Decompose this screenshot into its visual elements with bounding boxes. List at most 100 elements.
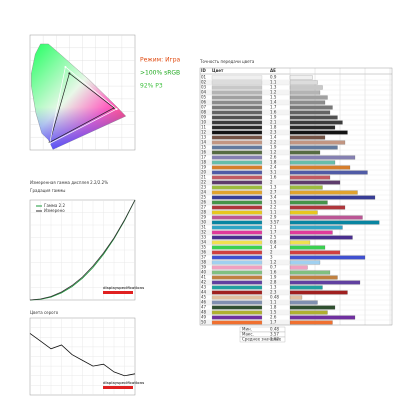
- row-swatch: [211, 90, 263, 95]
- row-swatch: [211, 110, 263, 115]
- row-bar: [289, 265, 308, 270]
- row-bar: [289, 155, 356, 160]
- row-de: 2.4: [270, 165, 277, 170]
- row-id: 32: [201, 230, 207, 235]
- row-de: 2: [270, 250, 273, 255]
- row-bar: [289, 180, 341, 185]
- row-bar: [289, 235, 353, 240]
- gamut-point: [64, 65, 67, 68]
- row-swatch: [211, 300, 263, 305]
- row-swatch: [211, 120, 263, 125]
- row-swatch: [211, 150, 263, 155]
- row-bar: [289, 280, 361, 285]
- row-de: 2.9: [270, 215, 277, 220]
- row-de: 1.5: [270, 95, 277, 100]
- row-swatch: [211, 175, 263, 180]
- row-bar: [289, 200, 328, 205]
- row-id: 03: [201, 85, 207, 90]
- srgb: >100% sRGB: [140, 70, 180, 77]
- row-swatch: [211, 135, 263, 140]
- summary-value: 3.57: [270, 332, 279, 337]
- row-swatch: [211, 275, 263, 280]
- row-id: 16: [201, 150, 207, 155]
- row-swatch: [211, 205, 263, 210]
- row-id: 14: [201, 140, 207, 145]
- row-bar: [289, 320, 333, 325]
- summary-label: Среднее значение: [242, 337, 282, 342]
- row-id: 31: [201, 225, 207, 230]
- row-bar: [289, 150, 321, 155]
- row-id: 01: [201, 75, 207, 80]
- row-bar: [289, 135, 326, 140]
- row-id: 44: [201, 290, 207, 295]
- table-title: Точность передачи цвета: [199, 59, 255, 64]
- row-de: 1.8: [270, 305, 277, 310]
- row-bar: [289, 75, 313, 80]
- row-de: 2.7: [270, 190, 277, 195]
- gamut-measured: [49, 66, 118, 145]
- row-swatch: [211, 260, 263, 265]
- row-id: 37: [201, 255, 207, 260]
- row-swatch: [211, 285, 263, 290]
- row-id: 48: [201, 310, 207, 315]
- row-bar: [289, 95, 328, 100]
- table-header: Цвет: [212, 68, 224, 73]
- row-swatch: [211, 85, 263, 90]
- table-frame: [199, 67, 393, 326]
- row-bar: [289, 260, 321, 265]
- row-de: 3.4: [270, 195, 277, 200]
- row-swatch: [211, 95, 263, 100]
- row-de: 1.5: [270, 200, 277, 205]
- row-de: 2.1: [270, 120, 277, 125]
- row-id: 46: [201, 300, 207, 305]
- row-de: 1.4: [270, 245, 277, 250]
- row-id: 38: [201, 260, 207, 265]
- row-de: 1.9: [270, 275, 277, 280]
- row-de: 1.1: [270, 80, 277, 85]
- row-bar: [289, 175, 331, 180]
- p3: 92% P3: [140, 83, 163, 90]
- row-swatch: [211, 140, 263, 145]
- row-swatch: [211, 250, 263, 255]
- summary-label: Мин.: [242, 327, 252, 332]
- logo-bar: [103, 291, 133, 294]
- summary-value: 1.62: [270, 337, 279, 342]
- grey-title: Цвета серого: [30, 310, 59, 315]
- row-de: 1.3: [270, 85, 277, 90]
- row-id: 41: [201, 275, 207, 280]
- row-bar: [289, 145, 338, 150]
- row-swatch: [211, 80, 263, 85]
- row-id: 09: [201, 115, 207, 120]
- table-header: ΔE: [270, 68, 276, 73]
- row-swatch: [211, 155, 263, 160]
- gamma-title: Измеренная гамма дисплея 2.2/2.2%: [30, 180, 108, 185]
- row-de: 1.1: [270, 300, 277, 305]
- row-swatch: [211, 320, 263, 325]
- row-swatch: [211, 305, 263, 310]
- row-swatch: [211, 230, 263, 235]
- row-de: 0.7: [270, 265, 277, 270]
- row-bar: [289, 305, 336, 310]
- row-de: 1.2: [270, 90, 277, 95]
- row-de: 3: [270, 255, 273, 260]
- row-id: 24: [201, 190, 207, 195]
- row-de: 1.5: [270, 310, 277, 315]
- row-swatch: [211, 225, 263, 230]
- row-de: 2.6: [270, 155, 277, 160]
- logo: displayspecifications: [103, 381, 144, 385]
- row-bar: [289, 170, 368, 175]
- row-de: 1.7: [270, 320, 277, 325]
- row-swatch: [211, 130, 263, 135]
- row-de: 2.5: [270, 235, 277, 240]
- row-swatch: [211, 255, 263, 260]
- row-de: 2.3: [270, 130, 277, 135]
- row-swatch: [211, 310, 263, 315]
- row-id: 06: [201, 100, 207, 105]
- row-bar: [289, 130, 348, 135]
- summary-value: 0.48: [270, 327, 279, 332]
- row-de: 1.3: [270, 285, 277, 290]
- row-swatch: [211, 200, 263, 205]
- row-de: 1.6: [270, 175, 277, 180]
- row-id: 04: [201, 90, 207, 95]
- row-bar: [289, 240, 311, 245]
